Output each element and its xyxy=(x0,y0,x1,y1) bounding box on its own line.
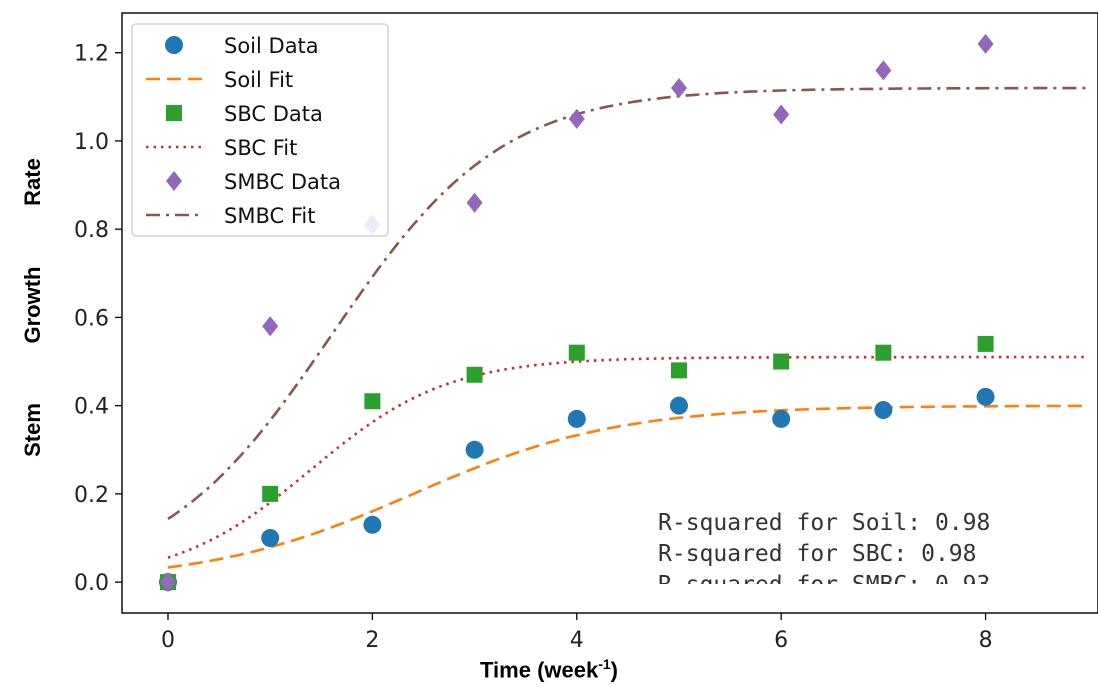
y-tick-label: 0.6 xyxy=(74,306,109,331)
x-axis-title-tail: ) xyxy=(610,657,618,683)
y-tick-label: 1.2 xyxy=(74,42,109,67)
point-soil-data xyxy=(363,515,382,534)
point-smbc-data xyxy=(875,60,892,81)
r-squared-annotations: R-squared for Soil: 0.98 R-squared for SB… xyxy=(658,510,990,598)
x-tick-label: 0 xyxy=(161,628,175,653)
x-ticks: 0 2 4 6 8 xyxy=(161,613,993,653)
point-smbc-data xyxy=(262,316,279,337)
x-axis-title: Time (week-1) xyxy=(0,656,1098,683)
y-axis-title-growth: Growth xyxy=(20,266,45,344)
y-ticks: 0.0 0.2 0.4 0.6 0.8 1.0 1.2 xyxy=(74,42,122,596)
legend-label: SMBC Fit xyxy=(224,204,315,228)
data-points xyxy=(158,33,995,593)
legend-label: Soil Data xyxy=(224,34,319,58)
y-tick-label: 0.0 xyxy=(74,571,109,596)
r-squared-label: R-squared for SMBC: 0.93 xyxy=(658,572,990,598)
y-tick-label: 0.2 xyxy=(74,483,109,508)
point-sbc-data xyxy=(364,393,381,410)
point-sbc-data xyxy=(262,485,279,502)
legend-box xyxy=(131,23,389,237)
point-smbc-data xyxy=(670,78,687,98)
legend-marker xyxy=(165,36,183,54)
point-smbc-data xyxy=(466,192,483,213)
point-smbc-data xyxy=(773,104,790,125)
x-tick-label: 2 xyxy=(365,628,379,653)
legend-label: Soil Fit xyxy=(224,68,293,92)
x-tick-label: 6 xyxy=(774,628,788,653)
point-smbc-data xyxy=(977,33,994,54)
legend-marker xyxy=(166,171,182,191)
point-smbc-data xyxy=(159,572,176,593)
legend-label: SMBC Data xyxy=(224,170,341,194)
legend-label: SBC Data xyxy=(224,102,323,126)
fit-curves xyxy=(167,86,1088,569)
x-tick-label: 8 xyxy=(979,628,993,653)
r-squared-label: R-squared for SBC: 0.98 xyxy=(658,541,977,567)
y-tick-label: 0.8 xyxy=(74,218,109,243)
point-smbc-data xyxy=(568,108,585,129)
point-soil-data xyxy=(976,387,995,406)
point-soil-data xyxy=(772,409,791,428)
point-soil-data xyxy=(261,529,280,547)
point-soil-data xyxy=(874,401,893,420)
point-soil-data xyxy=(669,396,688,415)
legend-marker xyxy=(166,105,182,121)
x-tick-label: 4 xyxy=(570,628,584,653)
x-axis-title-text: Time (week xyxy=(480,657,599,683)
point-sbc-data xyxy=(977,335,994,352)
fit-line-sbc-fit xyxy=(167,355,1088,559)
point-sbc-data xyxy=(875,344,892,361)
point-soil-data xyxy=(465,440,484,459)
fit-line-soil-fit xyxy=(167,404,1088,569)
point-sbc-data xyxy=(773,353,790,370)
y-tick-label: 0.4 xyxy=(74,395,109,420)
legend: Soil Data Soil Fit SBC Data SBC Fit SMBC Dat… xyxy=(131,23,389,237)
r-squared-label: R-squared for Soil: 0.98 xyxy=(658,510,990,536)
point-sbc-data xyxy=(670,362,687,379)
point-sbc-data xyxy=(568,344,585,361)
y-axis-title-stem: Stem xyxy=(20,403,45,457)
x-axis-title-superscript: -1 xyxy=(598,656,611,672)
y-axis-title-rate: Rate xyxy=(20,158,45,206)
point-soil-data xyxy=(567,409,586,428)
y-tick-label: 1.0 xyxy=(74,130,109,155)
point-sbc-data xyxy=(466,366,483,383)
legend-label: SBC Fit xyxy=(224,136,297,160)
